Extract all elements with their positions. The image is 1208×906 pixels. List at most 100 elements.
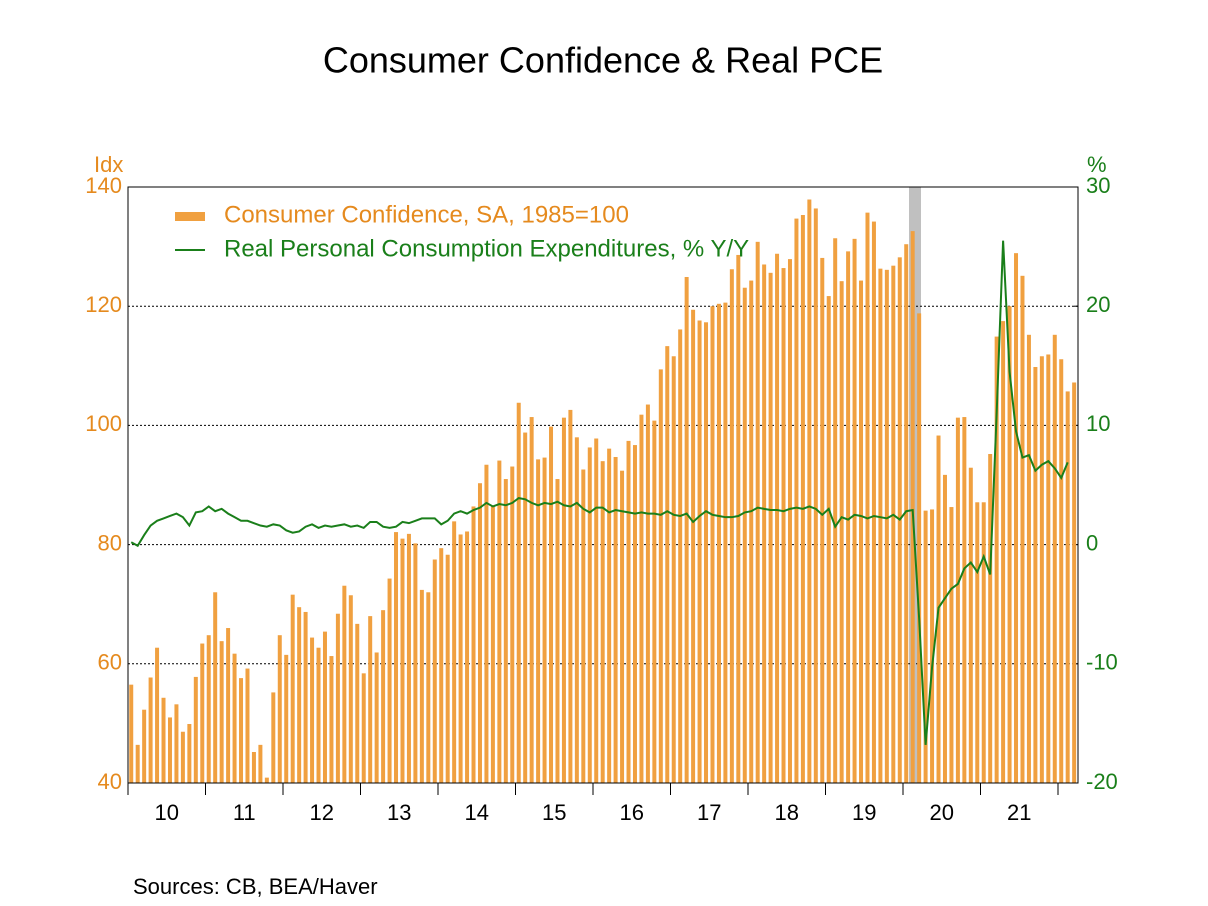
bar — [787, 259, 792, 784]
bar — [561, 417, 566, 783]
bar — [135, 744, 140, 783]
bar — [316, 647, 321, 783]
bar — [594, 438, 599, 783]
x-tick-label: 12 — [310, 800, 334, 825]
bar — [406, 533, 411, 783]
bar — [930, 509, 935, 783]
bar — [284, 654, 289, 783]
bar — [1052, 334, 1057, 783]
bar — [413, 543, 418, 783]
bar — [652, 420, 657, 783]
bar — [613, 456, 618, 783]
bar — [394, 532, 399, 783]
legend-swatch — [175, 212, 205, 221]
bar — [503, 479, 508, 783]
y-tick-label: 140 — [85, 173, 122, 198]
bar — [671, 356, 676, 783]
bar — [1072, 382, 1077, 783]
bar — [1046, 354, 1051, 783]
bar — [129, 684, 134, 783]
x-tick-label: 13 — [387, 800, 411, 825]
bar — [1039, 356, 1044, 783]
bar — [348, 595, 353, 783]
bar — [426, 592, 431, 783]
bar — [794, 218, 799, 783]
bar — [1001, 321, 1006, 783]
bar — [749, 280, 754, 783]
bar — [581, 469, 586, 783]
bar — [510, 466, 515, 783]
bar — [322, 631, 327, 783]
bar — [620, 470, 625, 783]
y2-tick-label: 30 — [1086, 173, 1110, 198]
bar — [335, 613, 340, 783]
bar — [484, 464, 489, 783]
bar — [994, 336, 999, 783]
bar — [684, 276, 689, 783]
x-tick-label: 19 — [852, 800, 876, 825]
x-tick-label: 20 — [930, 800, 954, 825]
bar — [807, 199, 812, 784]
y-tick-label: 120 — [85, 292, 122, 317]
x-tick-label: 21 — [1007, 800, 1031, 825]
bar — [639, 414, 644, 783]
bar — [206, 635, 211, 783]
bar — [839, 281, 844, 783]
bar — [155, 647, 160, 783]
bar — [955, 417, 960, 783]
bar — [704, 322, 709, 783]
bar — [852, 238, 857, 784]
x-tick-label: 16 — [620, 800, 644, 825]
bar — [607, 448, 612, 783]
bar — [942, 474, 947, 783]
bar — [536, 459, 541, 783]
bar — [264, 777, 269, 783]
bar — [762, 264, 767, 784]
y-axis-label: Idx — [94, 152, 123, 177]
bar — [645, 404, 650, 783]
bar — [723, 302, 728, 783]
bar — [923, 510, 928, 783]
line — [130, 240, 1069, 745]
bar — [465, 531, 470, 783]
bar — [691, 309, 696, 783]
bar — [432, 559, 437, 783]
bar — [658, 369, 663, 783]
bar — [251, 752, 256, 783]
x-tick-label: 10 — [155, 800, 179, 825]
bar — [1033, 366, 1038, 783]
bar — [729, 269, 734, 783]
bar — [400, 538, 405, 783]
bar — [904, 244, 909, 783]
bar — [626, 440, 631, 783]
bar — [277, 635, 282, 783]
bar — [342, 585, 347, 783]
bar — [361, 673, 366, 783]
y2-tick-label: 20 — [1086, 292, 1110, 317]
bar — [568, 409, 573, 783]
bar — [697, 320, 702, 783]
bar — [219, 641, 224, 783]
bar — [368, 616, 373, 783]
bar — [471, 506, 476, 783]
bar — [374, 652, 379, 783]
bar — [826, 296, 831, 783]
bar — [1065, 391, 1070, 783]
bar — [871, 221, 876, 783]
bar — [387, 578, 392, 783]
y-tick-label: 80 — [98, 530, 122, 555]
bar — [775, 253, 780, 783]
bar — [174, 704, 179, 783]
bar — [419, 589, 424, 783]
bar — [716, 303, 721, 783]
y-tick-label: 60 — [98, 650, 122, 675]
bar — [477, 483, 482, 783]
bar — [820, 257, 825, 783]
bar — [549, 426, 554, 783]
bar — [781, 268, 786, 783]
y2-tick-label: 0 — [1086, 530, 1098, 555]
x-tick-label: 18 — [775, 800, 799, 825]
x-tick-label: 14 — [465, 800, 489, 825]
x-tick-label: 17 — [697, 800, 721, 825]
